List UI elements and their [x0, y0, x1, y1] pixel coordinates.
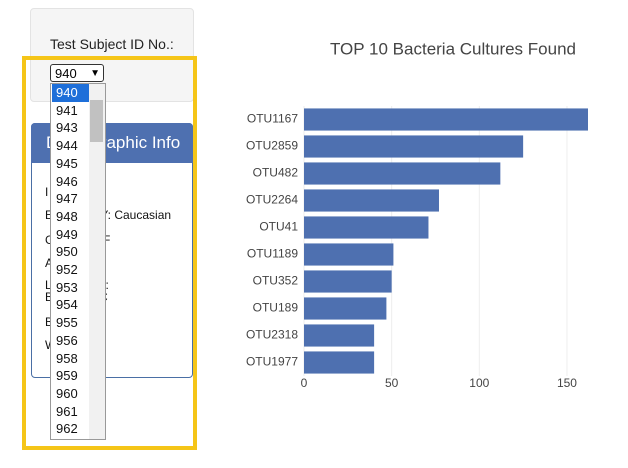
x-tick-label: 100: [469, 376, 489, 390]
x-tick-label: 0: [301, 376, 308, 390]
y-tick-label: OTU41: [259, 220, 298, 234]
option[interactable]: 947: [56, 191, 78, 207]
bar: [304, 216, 429, 239]
x-tick-label: 150: [557, 376, 577, 390]
option[interactable]: 949: [56, 226, 78, 242]
demographic-line: I: [45, 185, 49, 199]
y-tick-label: OTU2318: [246, 328, 298, 342]
y-tick-label: OTU189: [253, 301, 299, 315]
y-tick-label: OTU2859: [246, 139, 298, 153]
bar: [304, 297, 387, 320]
option[interactable]: 954: [56, 297, 78, 313]
bar: [304, 135, 524, 158]
option[interactable]: 952: [56, 262, 78, 277]
subject-select[interactable]: 940 ▼: [50, 64, 104, 82]
chart-title: TOP 10 Bacteria Cultures Found: [330, 39, 576, 58]
bar: [304, 270, 392, 293]
option[interactable]: 958: [56, 350, 78, 366]
option[interactable]: 956: [56, 332, 78, 348]
option[interactable]: 961: [56, 403, 78, 419]
option[interactable]: 945: [56, 155, 78, 171]
y-tick-label: OTU352: [253, 274, 299, 288]
demographic-line: A: [45, 256, 54, 270]
option[interactable]: 943: [56, 120, 78, 136]
option[interactable]: 960: [56, 385, 78, 401]
select-label: Test Subject ID No.:: [50, 36, 174, 52]
bar: [304, 351, 375, 374]
x-tick-label: 50: [385, 376, 399, 390]
option[interactable]: 955: [56, 315, 78, 331]
option[interactable]: 940: [52, 84, 94, 102]
option[interactable]: 959: [56, 368, 78, 384]
option[interactable]: 944: [56, 138, 78, 154]
y-tick-label: OTU482: [253, 166, 299, 180]
option[interactable]: 948: [56, 208, 78, 224]
option[interactable]: 953: [56, 279, 78, 295]
y-tick-label: OTU1977: [246, 355, 298, 369]
bar: [304, 108, 588, 131]
bar: [304, 324, 375, 347]
demographic-line: B: [45, 315, 54, 329]
highlight-frame: [22, 56, 197, 450]
bar: [304, 162, 501, 185]
select-arrow: ▼: [90, 68, 100, 79]
select-value: 940: [55, 66, 77, 81]
option[interactable]: 946: [56, 173, 78, 189]
y-tick-label: OTU2264: [246, 193, 298, 207]
chart: TOP 10 Bacteria Cultures Found 0 50 100 150…: [246, 39, 588, 390]
option[interactable]: 950: [56, 244, 78, 260]
bar: [304, 189, 439, 212]
y-tick-label: OTU1189: [247, 247, 298, 261]
bar: [304, 243, 394, 266]
option[interactable]: 941: [56, 102, 78, 118]
scroll-thumb[interactable]: [90, 100, 103, 142]
scrollbar[interactable]: [89, 84, 105, 439]
y-tick-label: OTU1167: [247, 112, 298, 126]
option[interactable]: 962: [56, 421, 78, 437]
